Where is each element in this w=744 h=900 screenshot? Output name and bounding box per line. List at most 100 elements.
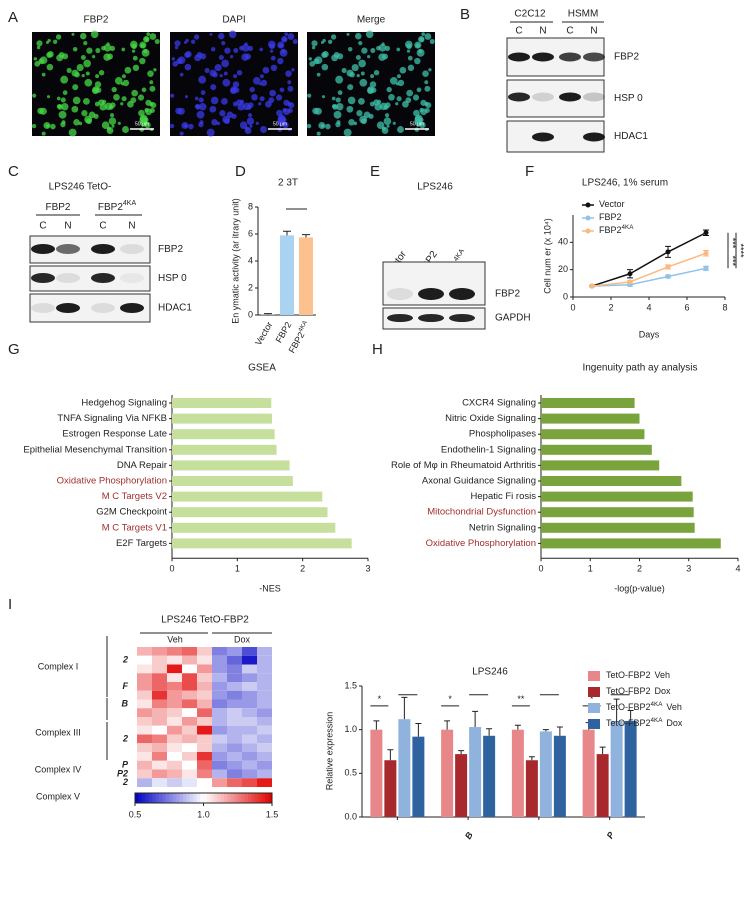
cell — [397, 79, 405, 87]
heatmap-cell — [242, 699, 257, 709]
cell — [39, 107, 47, 115]
cell — [244, 42, 248, 46]
heatmap-cell — [182, 673, 197, 682]
heatmap-cell — [197, 690, 212, 700]
band — [31, 303, 55, 313]
point — [665, 264, 671, 270]
protein-label: HDAC1 — [614, 131, 648, 142]
y-tick-label: Netrin Signaling — [469, 522, 536, 533]
x-axis-label: Days — [639, 329, 660, 339]
cell — [103, 43, 112, 52]
bar — [172, 398, 272, 408]
cell — [249, 86, 255, 93]
cell — [406, 49, 411, 53]
error-bar — [401, 696, 408, 720]
heatmap-cell — [182, 708, 197, 717]
heatmap-cell — [242, 769, 257, 779]
heatmap-cell — [197, 708, 212, 717]
column-group-label: Dox — [234, 634, 251, 644]
cell — [277, 57, 284, 65]
cell — [239, 99, 245, 105]
heatmap-cell — [197, 655, 212, 665]
legend-marker — [585, 202, 591, 208]
cell — [283, 108, 290, 116]
error-bar — [528, 756, 535, 761]
cell — [241, 43, 250, 52]
heatmap-cell — [137, 717, 152, 726]
heatmap-cell — [242, 708, 257, 717]
cell — [71, 32, 75, 36]
cell — [219, 110, 226, 117]
heatmap-cell — [227, 708, 242, 717]
significance-label: * — [448, 694, 452, 704]
point — [589, 283, 595, 289]
cell — [211, 118, 218, 126]
error-bar — [514, 724, 521, 730]
y-tick-label: Mitochondrial Dysfunction — [427, 507, 536, 518]
y-tick-label: M C Targets V2 — [102, 491, 167, 502]
cell — [341, 67, 347, 74]
cell — [92, 87, 99, 95]
heatmap-cell — [152, 769, 167, 779]
cell — [347, 84, 354, 91]
cell — [36, 45, 41, 50]
colorbar-step — [227, 793, 232, 803]
heatmap-cell — [227, 647, 242, 656]
cell — [386, 124, 390, 128]
cell — [418, 36, 425, 43]
cell — [174, 45, 179, 50]
cell — [36, 40, 43, 47]
heatmap-cell — [212, 655, 227, 665]
colorbar-step — [234, 793, 239, 803]
cell — [395, 102, 399, 106]
cell — [154, 38, 160, 45]
blot-title: LPS246 TetO- — [49, 182, 112, 193]
y-tick-label: 2 — [248, 282, 253, 292]
heatmap-cell — [227, 769, 242, 779]
lane-label-sup: 4KA — [453, 248, 467, 263]
cell — [407, 55, 413, 61]
heatmap-cell — [137, 690, 152, 700]
heatmap-cell — [152, 778, 167, 787]
heatmap-cell — [137, 743, 152, 752]
image-title: Merge — [357, 15, 386, 26]
cell — [199, 120, 204, 125]
x-tick-label: FBP2 — [274, 320, 294, 344]
cell — [56, 104, 62, 109]
legend-swatch — [588, 687, 600, 697]
cell — [407, 64, 415, 72]
bar — [541, 429, 645, 440]
legend-label-base: FBP2 — [599, 225, 622, 235]
heatmap-cell — [242, 655, 257, 665]
cell — [111, 124, 115, 128]
panel-letter: D — [235, 163, 246, 180]
cell — [384, 113, 390, 118]
bar — [370, 729, 383, 817]
cell — [121, 74, 126, 79]
band — [418, 288, 444, 300]
significance-label: * — [590, 694, 594, 704]
heatmap-cell — [242, 647, 257, 656]
cell — [311, 45, 316, 50]
x-tick-label: 2 — [637, 564, 642, 574]
y-tick-label: Oxidative Phosphorylation — [426, 538, 536, 549]
heatmap-cell — [137, 655, 152, 665]
heatmap-cell — [212, 682, 227, 691]
cell — [129, 40, 138, 49]
colorbar-step — [265, 793, 270, 803]
row-label: 2 — [122, 733, 128, 743]
y-tick-label: CXCR4 Signaling — [462, 398, 536, 409]
cell — [348, 118, 355, 126]
cell — [94, 81, 102, 88]
heatmap-cell — [167, 699, 182, 709]
heatmap-cell — [197, 725, 212, 735]
legend-label-sup: 4KA — [651, 701, 664, 708]
cell — [309, 61, 316, 67]
legend-label: FBP24KA — [599, 224, 634, 235]
bar — [280, 235, 294, 315]
bar — [172, 476, 293, 486]
heatmap-cell — [152, 752, 167, 761]
heatmap-cell — [167, 769, 182, 779]
cell — [90, 30, 99, 39]
cell — [396, 96, 402, 102]
